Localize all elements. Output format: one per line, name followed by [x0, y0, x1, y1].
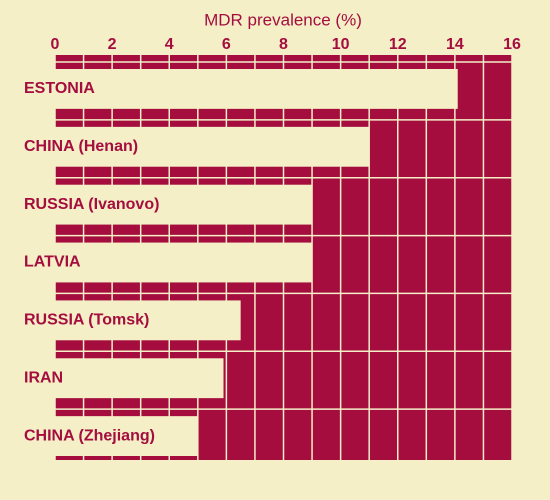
x-tick-label: 16	[503, 36, 521, 53]
category-label: LATVIA	[24, 254, 81, 271]
x-tick-label: 14	[446, 36, 464, 53]
category-label: RUSSIA (Tomsk)	[24, 312, 149, 329]
bar	[20, 184, 313, 225]
x-tick-label: 10	[332, 36, 350, 53]
x-tick-label: 0	[51, 36, 60, 53]
bar	[20, 416, 198, 456]
category-label: IRAN	[24, 369, 63, 386]
category-label: CHINA (Zhejiang)	[24, 427, 155, 444]
category-label: RUSSIA (Ivanovo)	[24, 196, 159, 213]
category-label: ESTONIA	[24, 80, 95, 97]
x-tick-label: 4	[165, 36, 174, 53]
bar	[20, 69, 458, 109]
chart-title: MDR prevalence (%)	[204, 10, 362, 29]
x-tick-label: 12	[389, 36, 407, 53]
bar	[20, 126, 370, 167]
bar	[20, 300, 241, 341]
x-tick-label: 6	[222, 36, 231, 53]
bar	[20, 242, 313, 283]
x-tick-label: 8	[279, 36, 288, 53]
category-label: CHINA (Henan)	[24, 138, 138, 155]
x-tick-label: 2	[108, 36, 117, 53]
bar	[20, 358, 224, 399]
